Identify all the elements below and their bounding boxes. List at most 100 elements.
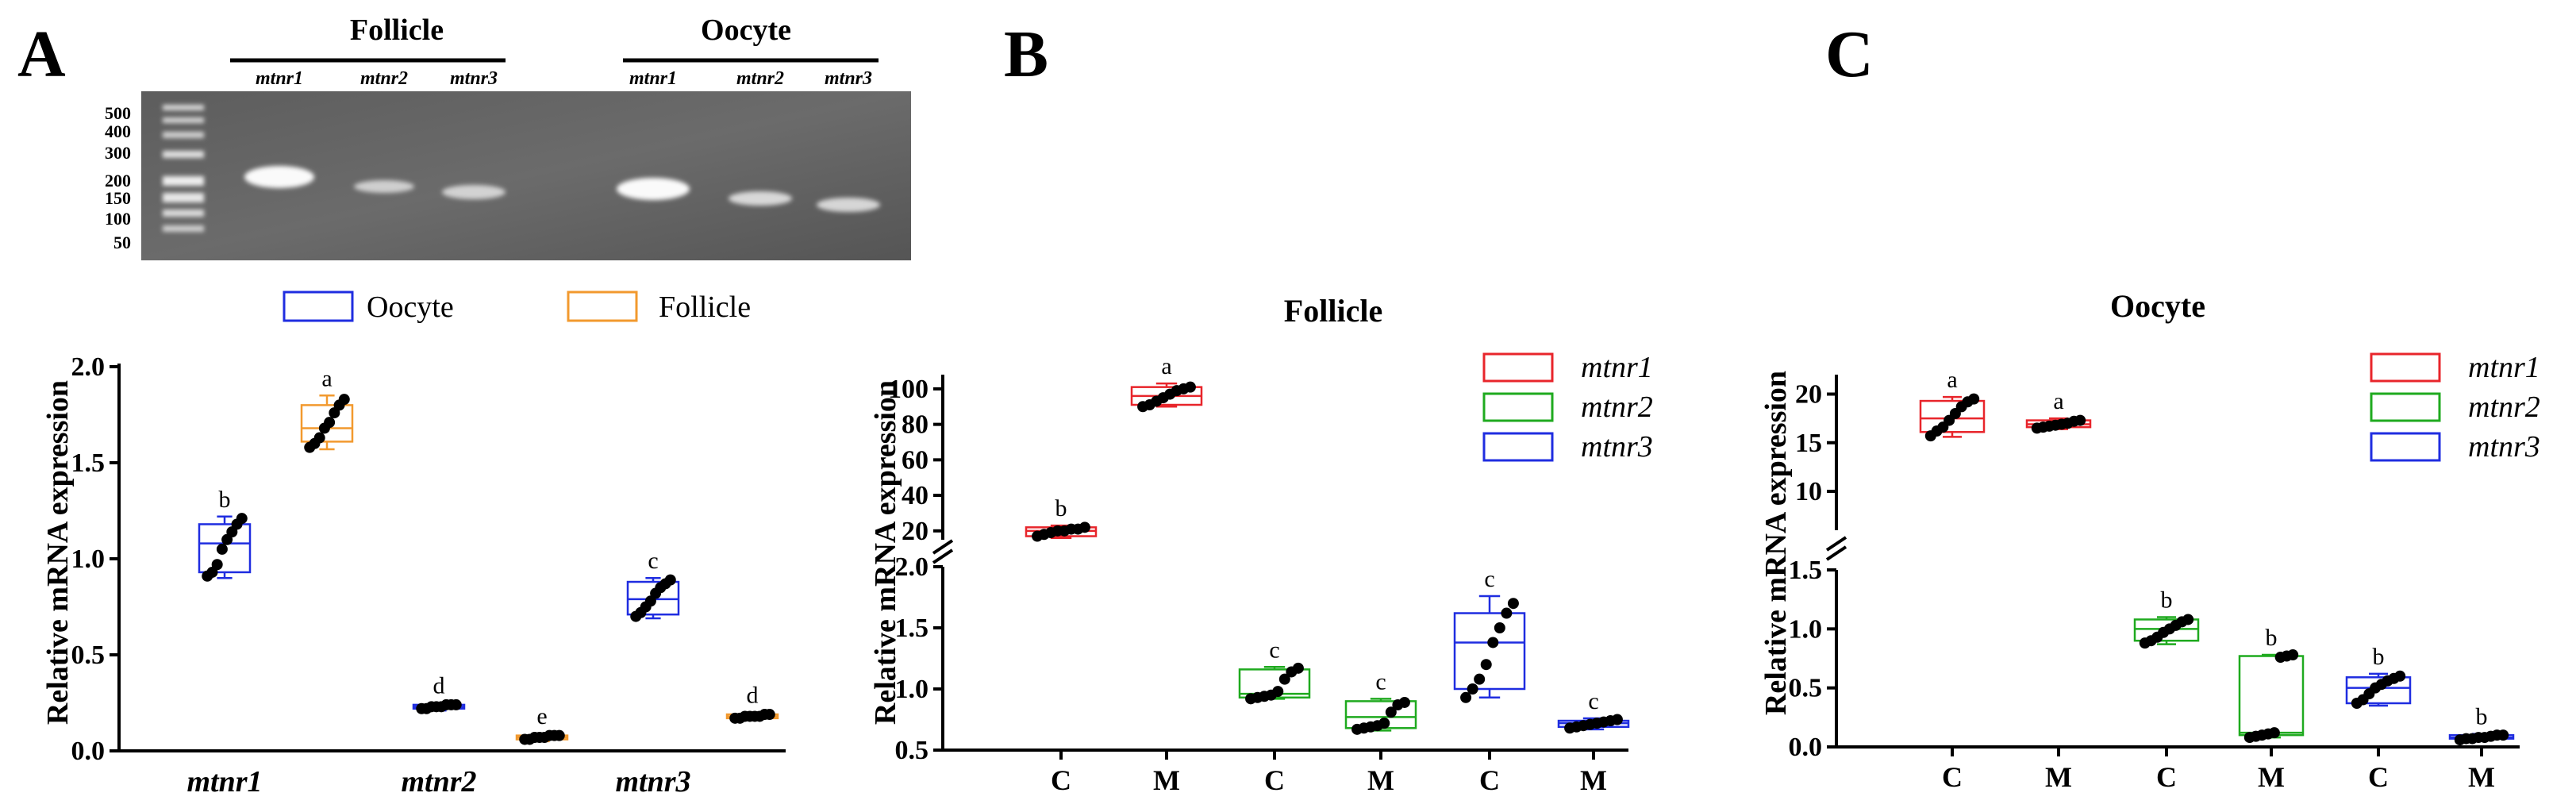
significance-letter: b <box>2476 704 2488 730</box>
gel-lane-label: mtnr1 <box>256 68 303 89</box>
significance-letter: c <box>648 548 658 574</box>
ladder-label: 150 <box>105 188 131 208</box>
gel-lane-label: mtnr2 <box>360 68 408 89</box>
legend-label-mtnr3: mtnr3 <box>1581 430 1653 464</box>
data-point <box>236 513 248 525</box>
significance-letter: e <box>536 703 547 729</box>
data-point <box>2074 414 2086 426</box>
significance-letter: a <box>1161 353 1171 379</box>
box-body <box>1453 612 1526 691</box>
y-tick-label: 0.5 <box>71 641 106 670</box>
legend-a: Oocyte Follicle <box>283 291 751 324</box>
legend-label-mtnr3: mtnr3 <box>2468 430 2540 464</box>
gel-band <box>817 198 880 212</box>
legend-swatch-mtnr1 <box>2370 352 2441 383</box>
legend-swatch-mtnr3 <box>1482 432 1554 462</box>
y-tick-label: 60 <box>902 445 929 475</box>
significance-letter: b <box>2373 644 2385 670</box>
y-tick-label: 1.0 <box>1789 614 1823 644</box>
gel-band <box>354 180 414 193</box>
y-axis-title-c: Relative mRNA expression <box>1759 371 1793 715</box>
x-category-label: mtnr2 <box>401 765 476 799</box>
data-point <box>1184 381 1196 393</box>
ladder-label: 200 <box>105 171 131 190</box>
data-point <box>2182 614 2194 625</box>
data-point <box>664 574 676 586</box>
significance-letter: b <box>1055 495 1067 521</box>
x-category-label: M <box>1153 764 1180 796</box>
panel-label-b: B <box>1004 17 1048 91</box>
chart-title-b: Follicle <box>1284 293 1382 329</box>
data-point <box>1272 686 1284 698</box>
boxes-c: a a b b b b <box>1919 367 2515 746</box>
data-point <box>1292 662 1304 674</box>
axis-a: 0.0 0.5 1.0 1.5 2.0 <box>71 352 786 766</box>
x-category-label: C <box>2156 761 2177 793</box>
data-point <box>324 417 336 429</box>
boxes-a: b a d e c d <box>198 365 779 745</box>
y-tick-label: 0.0 <box>71 737 106 766</box>
significance-letter: a <box>1947 367 1957 393</box>
data-point <box>1611 714 1623 725</box>
data-point <box>1968 393 1980 405</box>
significance-letter: c <box>1269 637 1279 663</box>
y-tick-label: 20 <box>902 517 929 546</box>
y-tick-label: 40 <box>902 481 929 510</box>
axis-b: 20 40 60 80 100 0.5 1.0 1.5 2.0 <box>888 375 1628 765</box>
box-body <box>2238 655 2305 737</box>
data-point <box>1507 598 1519 610</box>
ladder-label: 100 <box>105 209 131 229</box>
legend-swatch-mtnr3 <box>2370 432 2441 462</box>
data-point <box>2497 729 2509 741</box>
legend-b: mtnr1 mtnr2 mtnr3 <box>1482 351 1653 464</box>
y-tick-label: 1.0 <box>895 675 929 704</box>
panel-label-c: C <box>1825 17 1874 91</box>
y-tick-label: 0.5 <box>895 736 929 765</box>
x-category-label: mtnr3 <box>615 765 690 799</box>
data-point <box>1385 706 1397 718</box>
data-point <box>338 394 350 406</box>
x-category-label: C <box>2368 761 2389 793</box>
y-tick-label: 10 <box>1795 477 1822 506</box>
y-tick-label: 1.0 <box>71 545 106 574</box>
data-point <box>1494 622 1505 633</box>
y-tick-label: 1.5 <box>1789 556 1823 585</box>
x-category-label: mtnr1 <box>186 765 262 799</box>
ladder-label: 400 <box>105 121 131 141</box>
gel-lane-label: mtnr3 <box>825 68 872 89</box>
gel-lane-label: mtnr3 <box>450 68 498 89</box>
gel-bands <box>244 166 880 212</box>
chart-title-c: Oocyte <box>2110 288 2205 324</box>
gel-image: Follicle Oocyte mtnr1 mtnr2 mtnr3 mtnr1 … <box>105 13 911 260</box>
gel-group-follicle: Follicle <box>350 13 444 47</box>
significance-letter: b <box>2161 587 2173 613</box>
significance-letter: b <box>219 487 231 513</box>
data-point <box>313 432 325 444</box>
data-point <box>1487 637 1499 648</box>
legend-label-mtnr2: mtnr2 <box>1581 391 1653 424</box>
legend-swatch-mtnr2 <box>2370 392 2441 422</box>
axis-break-mark <box>932 539 954 564</box>
y-tick-label: 100 <box>888 375 929 404</box>
significance-letter: a <box>2053 388 2063 414</box>
boxes-b: b a c c c c <box>1025 353 1630 735</box>
x-category-label: M <box>2258 761 2285 793</box>
data-point <box>1378 718 1390 729</box>
x-category-label: M <box>2468 761 2495 793</box>
significance-letter: a <box>321 365 332 391</box>
significance-letter: d <box>747 683 759 709</box>
data-point <box>1480 659 1492 671</box>
y-tick-label: 80 <box>902 410 929 440</box>
y-tick-label: 15 <box>1795 429 1822 458</box>
gel-band <box>617 178 690 200</box>
data-point <box>2394 670 2406 682</box>
significance-letter: c <box>1375 668 1386 695</box>
legend-label-mtnr2: mtnr2 <box>2468 391 2540 424</box>
data-point <box>1501 607 1513 619</box>
x-category-label: C <box>1051 764 1071 796</box>
significance-letter: b <box>2266 625 2278 651</box>
data-point <box>1398 696 1410 708</box>
x-category-label: C <box>1264 764 1285 796</box>
